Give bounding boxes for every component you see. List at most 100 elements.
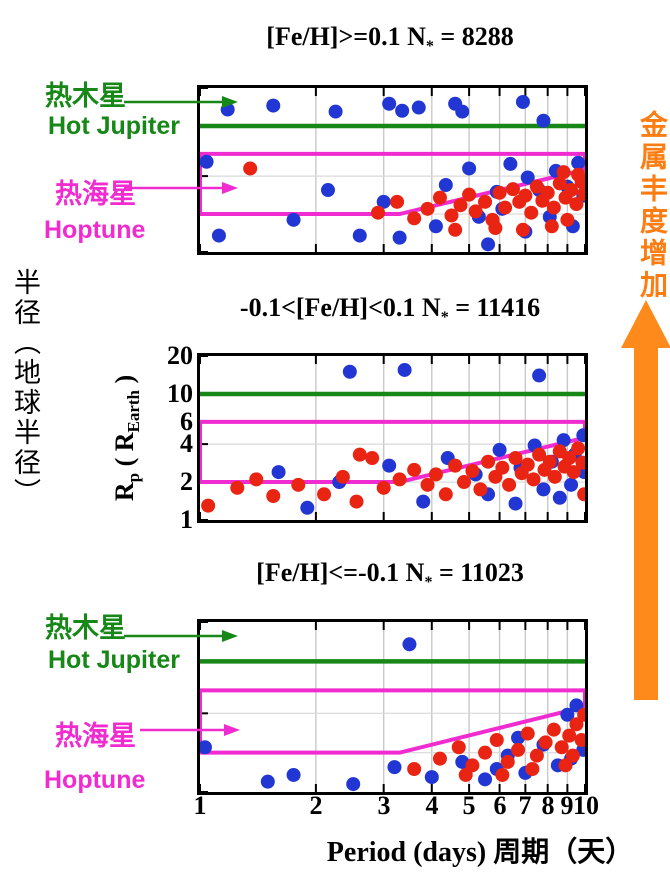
panel-1-title-tail: = 8288 [433, 22, 514, 51]
data-point-red [451, 740, 466, 755]
y-tick-10: 10 [167, 379, 193, 408]
data-point-red [266, 489, 281, 504]
data-point-red [243, 161, 258, 176]
data-point-blue [300, 500, 315, 515]
hoptune-en-label-bottom: Hoptune [44, 766, 146, 794]
panel-1-title-text: [Fe/H]>=0.1 N [266, 22, 426, 51]
data-point-blue [392, 230, 407, 245]
data-point-blue [200, 154, 214, 169]
data-point-red [500, 754, 515, 769]
hoptune-arrow-bottom [140, 724, 240, 736]
data-point-blue [376, 194, 391, 209]
hoptune-arrow-top [124, 182, 238, 194]
data-point-red [546, 722, 561, 737]
x-tick-2: 2 [309, 791, 323, 820]
rp-paren: ( R [109, 432, 139, 473]
data-point-blue [211, 228, 226, 243]
data-point-blue [492, 442, 507, 457]
x-tick-7: 7 [518, 791, 532, 820]
data-point-red [478, 745, 493, 760]
hot-jupiter-zh-label-bottom: 热木星 [45, 613, 126, 643]
data-point-red [569, 197, 584, 212]
data-point-blue [508, 496, 523, 511]
data-point-red [495, 767, 510, 782]
hot-jupiter-en-label-top: Hot Jupiter [48, 112, 180, 140]
data-point-red [481, 454, 496, 469]
data-point-red [488, 221, 503, 236]
panel-1-title-sub: * [425, 38, 434, 56]
data-point-red [529, 748, 544, 763]
data-point-blue [571, 155, 585, 170]
data-point-blue [397, 362, 412, 377]
data-point-red [448, 458, 463, 473]
data-point-red [577, 707, 585, 722]
x-tick-3: 3 [377, 791, 391, 820]
data-point-red [291, 477, 306, 492]
panel-3-title-tail: = 11023 [432, 558, 524, 587]
data-point-red [478, 194, 493, 209]
data-point-red [489, 733, 504, 748]
data-point-blue [266, 98, 281, 113]
data-point-blue [478, 772, 493, 787]
data-point-blue [564, 477, 579, 492]
data-point-blue [352, 228, 367, 243]
data-point-blue [515, 94, 530, 109]
data-point-red [571, 167, 585, 182]
hoptune-region-outline [200, 688, 585, 755]
data-point-red [495, 460, 510, 475]
data-point-red [428, 467, 443, 482]
panel-2-title-text: -0.1<[Fe/H]<0.1 N [239, 293, 441, 322]
data-point-red [511, 742, 526, 757]
data-point-red [352, 447, 367, 462]
rp-sub-earth: Earth [124, 389, 144, 433]
data-point-red [554, 740, 569, 755]
hot-jupiter-en-label-bottom: Hot Jupiter [48, 646, 180, 674]
data-point-red [465, 463, 480, 478]
data-point-blue [532, 368, 547, 383]
data-point-blue [536, 113, 551, 128]
data-point-red [407, 211, 422, 226]
data-point-red [468, 204, 483, 219]
data-point-red [562, 728, 577, 743]
data-point-red [230, 480, 245, 495]
panel-3-title-text: [Fe/H]<=-0.1 N [256, 558, 425, 587]
data-point-blue [346, 777, 361, 792]
data-point-red [558, 758, 573, 773]
hot-jupiter-arrow-bottom [124, 630, 238, 642]
data-point-blue [260, 774, 275, 789]
data-point-red [392, 472, 407, 487]
panel-2-plot [197, 353, 588, 523]
data-point-red [520, 457, 535, 472]
rp-close: ) [109, 374, 139, 390]
data-point-blue [320, 183, 335, 198]
x-tick-1: 1 [193, 791, 207, 820]
data-point-blue [271, 465, 286, 480]
data-point-red [515, 222, 530, 237]
panel-1-title: [Fe/H]>=0.1 N* = 8288 [160, 22, 620, 56]
data-point-red [540, 185, 555, 200]
data-point-red [438, 487, 453, 502]
data-point-red [349, 494, 364, 509]
data-point-red [432, 190, 447, 205]
data-point-blue [402, 637, 417, 652]
x-tick-6: 6 [493, 791, 507, 820]
rp-r: R [109, 482, 139, 502]
data-point-blue [382, 458, 397, 473]
data-point-red [574, 733, 585, 748]
data-point-red [492, 185, 507, 200]
x-tick-8: 8 [541, 791, 555, 820]
data-point-red [566, 465, 581, 480]
data-point-red [390, 194, 405, 209]
data-point-red [453, 198, 468, 213]
data-point-red [457, 475, 472, 490]
data-point-red [407, 462, 422, 477]
y-tick-1: 1 [180, 505, 193, 534]
hot-jupiter-arrow-top [124, 96, 238, 108]
data-point-red [556, 165, 571, 180]
data-point-red [502, 477, 517, 492]
rp-sub-p: p [124, 472, 144, 483]
x-axis-label: Period (days) 周期（天） [326, 837, 634, 868]
data-point-red [564, 183, 579, 198]
data-point-red [529, 179, 544, 194]
